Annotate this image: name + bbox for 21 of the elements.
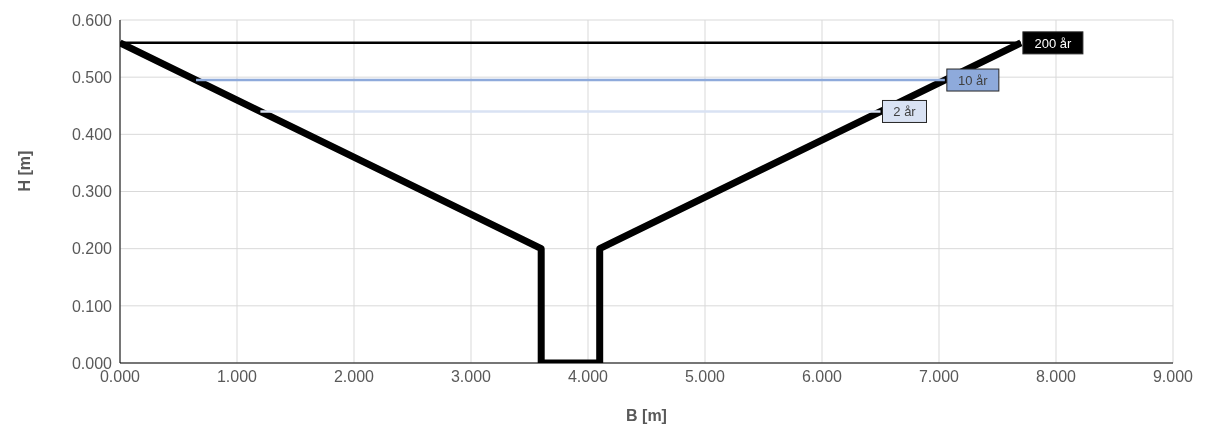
x-tick-label: 7.000 xyxy=(918,368,960,386)
x-tick-label: 3.000 xyxy=(450,368,492,386)
x-tick-label: 2.000 xyxy=(333,368,375,386)
series-label: 2 år xyxy=(893,104,917,120)
series-label: 200 år xyxy=(1034,35,1072,51)
y-tick-label: 0.400 xyxy=(71,126,113,144)
x-tick-label: 8.000 xyxy=(1035,368,1077,386)
x-tick-label: 6.000 xyxy=(801,368,843,386)
x-tick-label: 9.000 xyxy=(1152,368,1194,386)
x-tick-label: 0.000 xyxy=(99,368,141,386)
x-axis-title: B [m] xyxy=(626,407,667,424)
y-tick-label: 0.100 xyxy=(71,297,113,315)
y-tick-label: 0.300 xyxy=(71,183,113,201)
series-label: 10 år xyxy=(958,73,989,89)
y-tick-label: 0.600 xyxy=(71,11,113,29)
x-tick-label: 1.000 xyxy=(216,368,258,386)
x-tick-label: 5.000 xyxy=(684,368,726,386)
y-tick-label: 0.500 xyxy=(71,68,113,86)
y-tick-label: 0.200 xyxy=(71,240,113,258)
y-axis-title: H [m] xyxy=(15,150,33,192)
x-tick-label: 4.000 xyxy=(567,368,609,386)
